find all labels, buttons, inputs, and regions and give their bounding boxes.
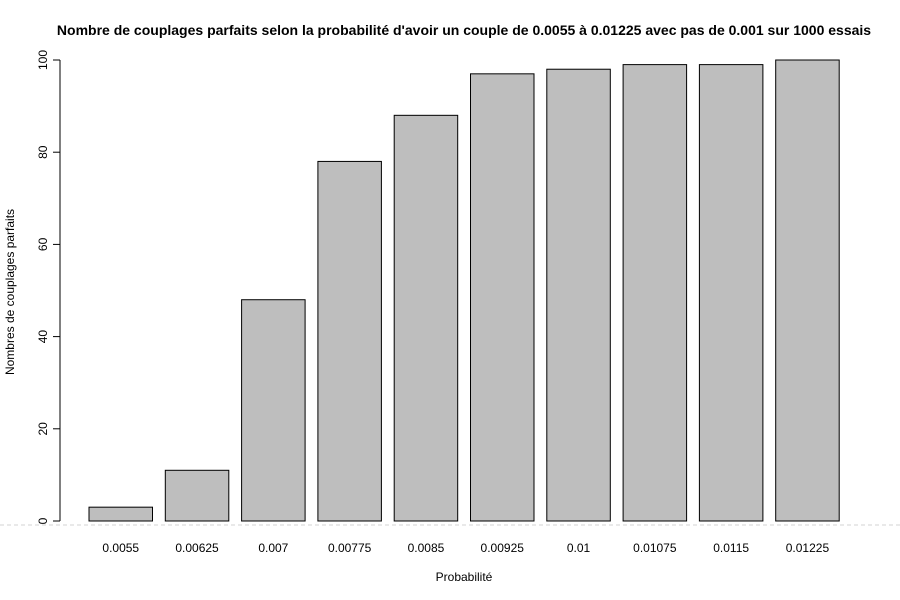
bar-0.01 <box>546 68 611 522</box>
chart-title: Nombre de couplages parfaits selon la pr… <box>57 22 871 38</box>
x-tick-label: 0.0115 <box>713 541 749 555</box>
x-tick-label: 0.00925 <box>481 541 525 555</box>
x-tick-label: 0.007 <box>258 541 288 555</box>
x-tick-label: 0.01225 <box>786 541 830 555</box>
bar-0.0085 <box>393 114 459 522</box>
bar-0.00625 <box>164 469 230 522</box>
x-tick-label: 0.00775 <box>328 541 372 555</box>
y-tick-label: 100 <box>36 50 50 70</box>
x-axis-label: Probabilité <box>436 570 493 584</box>
x-tick-label: 0.01075 <box>633 541 677 555</box>
y-tick-label: 20 <box>36 422 50 436</box>
bar-0.00925 <box>470 73 535 522</box>
bars-group <box>88 59 840 522</box>
bar-0.0055 <box>88 506 153 522</box>
bar-0.01075 <box>622 64 688 522</box>
bar-0.007 <box>241 299 306 522</box>
y-tick-label: 40 <box>36 330 50 344</box>
bar-0.00775 <box>317 160 382 522</box>
x-tick-label: 0.01 <box>567 541 591 555</box>
bar-0.01225 <box>775 59 840 522</box>
x-tick-label: 0.00625 <box>175 541 219 555</box>
bar-0.0115 <box>698 64 764 522</box>
y-tick-label: 0 <box>36 517 50 524</box>
x-tick-label: 0.0085 <box>408 541 445 555</box>
x-tick-label: 0.0055 <box>102 541 139 555</box>
y-tick-label: 60 <box>36 237 50 251</box>
x-tick-labels: 0.0055 0.00625 0.007 0.00775 0.0085 0.00925 0.… <box>102 541 829 555</box>
y-axis: 0 20 40 60 80 100 <box>36 50 61 524</box>
y-axis-label: Nombres de couplages parfaits <box>3 209 17 375</box>
y-tick-label: 80 <box>36 145 50 159</box>
